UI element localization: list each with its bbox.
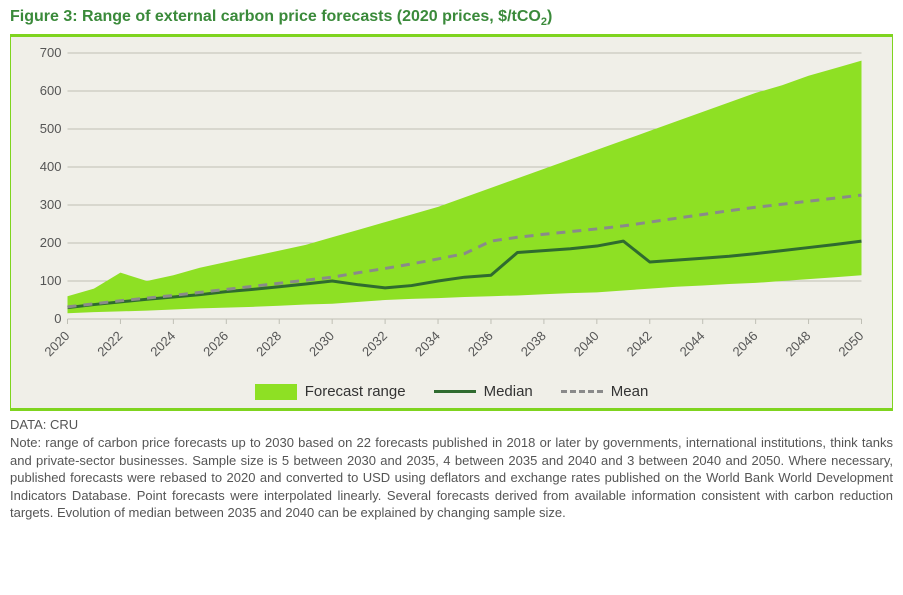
range-swatch <box>255 384 297 400</box>
svg-text:500: 500 <box>40 121 62 136</box>
svg-text:2036: 2036 <box>465 328 496 359</box>
chart-frame: 0 100 200 300 400 500 600 700 2020 2022 2024 2026 20… <box>10 34 893 411</box>
svg-text:100: 100 <box>40 273 62 288</box>
svg-text:2040: 2040 <box>571 328 602 359</box>
svg-text:2042: 2042 <box>624 328 655 359</box>
carbon-price-chart: 0 100 200 300 400 500 600 700 2020 2022 2024 2026 20… <box>21 47 872 377</box>
svg-text:2046: 2046 <box>730 328 761 359</box>
svg-text:0: 0 <box>54 311 61 326</box>
legend-item-mean: Mean <box>561 383 649 400</box>
svg-text:2028: 2028 <box>253 328 284 359</box>
figure-note: Note: range of carbon price forecasts up… <box>10 434 893 522</box>
svg-text:700: 700 <box>40 47 62 60</box>
svg-text:2022: 2022 <box>94 328 125 359</box>
svg-text:2020: 2020 <box>41 328 72 359</box>
svg-text:400: 400 <box>40 159 62 174</box>
svg-text:300: 300 <box>40 197 62 212</box>
legend-item-range: Forecast range <box>255 383 406 400</box>
legend-label-mean: Mean <box>611 383 649 400</box>
legend-label-range: Forecast range <box>305 383 406 400</box>
figure-title: Figure 3: Range of external carbon price… <box>10 8 893 28</box>
svg-text:2038: 2038 <box>518 328 549 359</box>
data-source: DATA: CRU <box>10 417 893 432</box>
svg-text:2048: 2048 <box>782 328 813 359</box>
legend: Forecast range Median Mean <box>11 377 892 404</box>
svg-text:200: 200 <box>40 235 62 250</box>
legend-label-median: Median <box>484 383 533 400</box>
median-swatch <box>434 390 476 393</box>
svg-text:2034: 2034 <box>412 328 443 359</box>
svg-text:2024: 2024 <box>147 328 178 359</box>
svg-text:2032: 2032 <box>359 328 390 359</box>
svg-text:2044: 2044 <box>677 328 708 359</box>
svg-text:2030: 2030 <box>306 328 337 359</box>
svg-text:2050: 2050 <box>835 328 866 359</box>
svg-text:2026: 2026 <box>200 328 231 359</box>
mean-swatch <box>561 390 603 393</box>
legend-item-median: Median <box>434 383 533 400</box>
svg-text:600: 600 <box>40 83 62 98</box>
